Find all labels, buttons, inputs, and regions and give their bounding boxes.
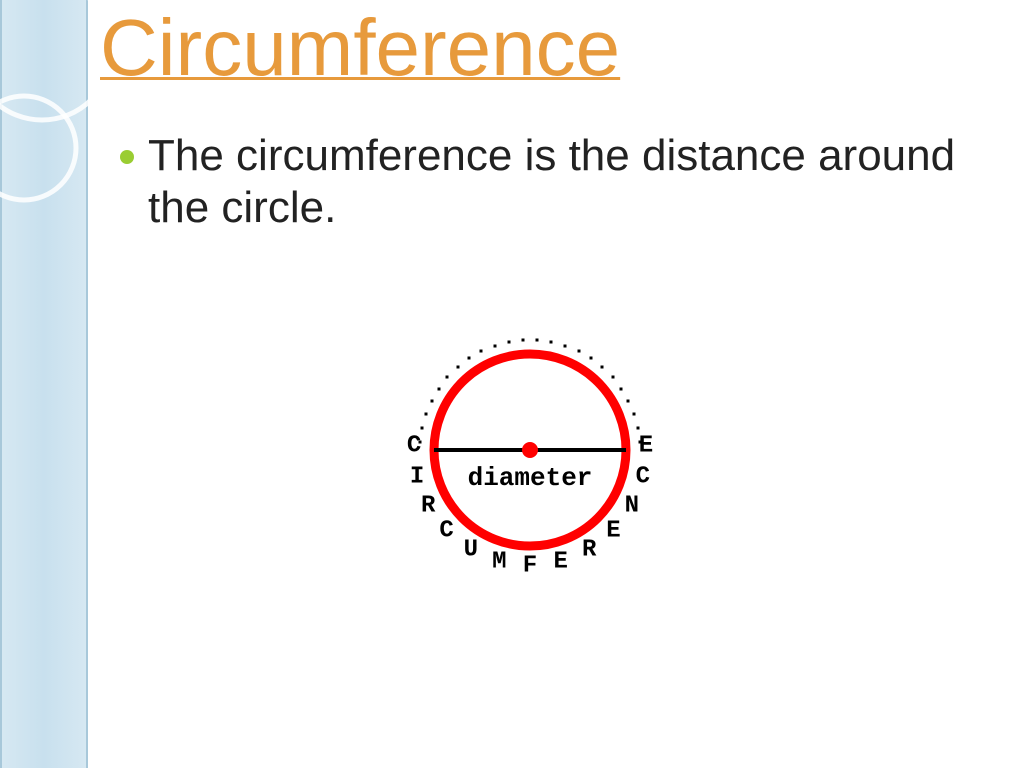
- arc-dot: [456, 366, 459, 369]
- arc-dot: [577, 350, 580, 353]
- arc-letter: E: [639, 432, 653, 459]
- circumference-diagram: CIRCUMFERENCEdiameter: [380, 300, 680, 590]
- arc-dot: [620, 387, 623, 390]
- arc-dot: [550, 341, 553, 344]
- bullet-marker-icon: [120, 150, 134, 164]
- arc-dot: [564, 344, 567, 347]
- diameter-label: diameter: [468, 463, 593, 493]
- arc-dot: [419, 441, 422, 444]
- decorative-sidebar: [0, 0, 88, 768]
- arc-dot: [480, 350, 483, 353]
- arc-dot: [437, 387, 440, 390]
- arc-letter: R: [582, 536, 596, 563]
- arc-letter: C: [636, 463, 650, 490]
- arc-letter: C: [407, 432, 421, 459]
- arc-letter: N: [625, 492, 639, 519]
- arc-dot: [493, 344, 496, 347]
- circle-svg: [380, 300, 680, 590]
- arc-dot: [468, 357, 471, 360]
- arc-dot: [446, 376, 449, 379]
- arc-letter: U: [464, 536, 478, 563]
- arc-letter: E: [606, 517, 620, 544]
- bullet-text: The circumference is the distance around…: [148, 130, 990, 234]
- arc-dot: [424, 413, 427, 416]
- arc-dot: [638, 441, 641, 444]
- arc-dot: [521, 339, 524, 342]
- arc-dot: [536, 339, 539, 342]
- arc-letter: R: [421, 492, 435, 519]
- bullet-item: The circumference is the distance around…: [120, 130, 990, 234]
- arc-letter: C: [439, 517, 453, 544]
- slide-title: Circumference: [100, 2, 620, 94]
- arc-dot: [636, 427, 639, 430]
- arc-dot: [430, 400, 433, 403]
- arc-letter: E: [553, 548, 567, 575]
- arc-dot: [601, 366, 604, 369]
- arc-dot: [507, 341, 510, 344]
- arc-dot: [589, 357, 592, 360]
- arc-dot: [633, 413, 636, 416]
- arc-dot: [421, 427, 424, 430]
- slide-body: The circumference is the distance around…: [120, 130, 990, 234]
- arc-dot: [627, 400, 630, 403]
- arc-letter: I: [410, 463, 424, 490]
- arc-letter: M: [492, 548, 506, 575]
- arc-dot: [611, 376, 614, 379]
- arc-letter: F: [523, 553, 537, 580]
